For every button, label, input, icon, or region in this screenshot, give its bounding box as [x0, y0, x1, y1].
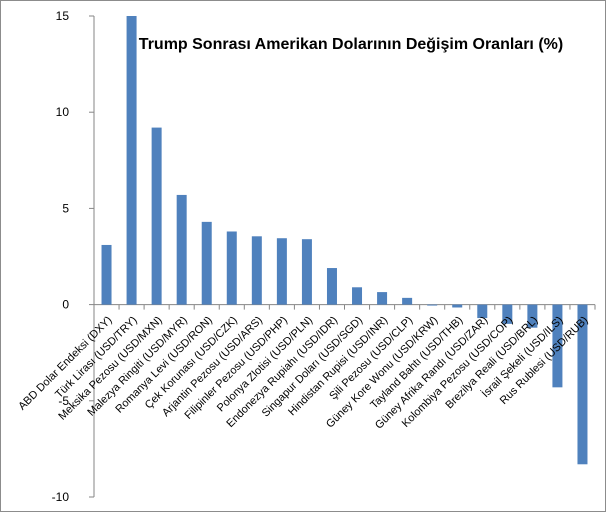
- bar: [276, 238, 287, 305]
- bar: [251, 236, 262, 305]
- bar: [326, 268, 337, 305]
- bar: [301, 239, 312, 305]
- bar: [151, 127, 162, 305]
- category-labels: ABD Dolar Endeksi (DXY)Türk Lirası (USD/…: [16, 314, 590, 432]
- bar: [477, 304, 488, 319]
- bar: [101, 244, 112, 305]
- bar: [577, 304, 588, 465]
- bar: [377, 292, 388, 305]
- y-tick-label: -10: [52, 490, 70, 504]
- y-tick-label: -5: [58, 394, 69, 408]
- bar: [126, 16, 137, 305]
- chart-title: Trump Sonrası Amerikan Dolarının Değişim…: [139, 36, 563, 53]
- y-tick-label: 10: [56, 105, 70, 119]
- bar: [226, 231, 237, 305]
- bar: [502, 304, 513, 324]
- bar: [176, 194, 187, 305]
- bar: [552, 304, 563, 388]
- y-tick-label: 15: [56, 9, 70, 23]
- bars: [101, 16, 588, 465]
- bar: [427, 304, 438, 306]
- y-tick-label: 0: [62, 298, 69, 312]
- bar: [452, 304, 463, 308]
- bar: [402, 297, 413, 305]
- bar: [352, 287, 363, 305]
- bar: [527, 304, 538, 328]
- bar: [201, 221, 212, 305]
- y-tick-label: 5: [62, 201, 69, 215]
